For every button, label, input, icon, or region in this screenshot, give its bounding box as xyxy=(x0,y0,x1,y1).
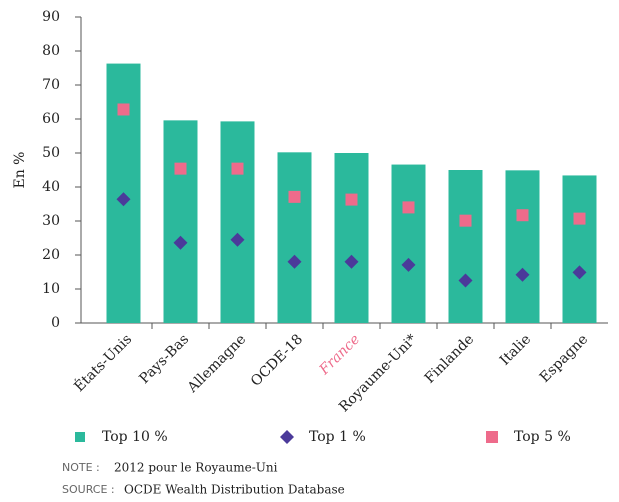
square-marker xyxy=(486,431,498,443)
x-tick-label: Allemagne xyxy=(184,331,249,396)
square-marker xyxy=(402,201,415,214)
diamond-marker xyxy=(401,257,416,272)
legend-label: Top 5 % xyxy=(514,429,571,445)
diamond-marker xyxy=(572,265,587,280)
x-tick-label: Espagne xyxy=(537,331,591,385)
y-tick-label: 10 xyxy=(42,281,60,297)
note: 2012 pour le Royaume-Uni xyxy=(114,461,278,475)
x-tick-label: France xyxy=(316,331,363,378)
x-tick-label: Finlande xyxy=(422,331,477,386)
square-marker xyxy=(174,162,187,175)
bar xyxy=(277,152,312,323)
square-marker xyxy=(459,214,472,227)
square-marker xyxy=(345,193,358,206)
bar xyxy=(220,121,255,323)
y-tick-label: 40 xyxy=(42,179,60,195)
bar xyxy=(448,170,483,323)
y-tick-label: 90 xyxy=(42,9,60,25)
legend-swatch xyxy=(75,432,85,442)
x-tick-label: Pays-Bas xyxy=(136,331,192,387)
y-tick-label: 0 xyxy=(51,315,60,331)
bar xyxy=(163,120,198,323)
diamond-marker xyxy=(173,235,188,250)
y-axis-label: En % xyxy=(12,152,28,189)
note-label: NOTE : xyxy=(62,461,100,474)
legend-label: Top 1 % xyxy=(309,429,366,445)
bar xyxy=(391,164,426,323)
square-marker xyxy=(573,212,586,225)
y-tick-label: 70 xyxy=(42,77,60,93)
diamond-marker xyxy=(230,232,245,247)
diamond-marker xyxy=(458,273,473,288)
diamond-marker xyxy=(515,267,530,282)
source: OCDE Wealth Distribution Database xyxy=(124,483,345,497)
diamond-marker xyxy=(287,254,302,269)
legend-label: Top 10 % xyxy=(102,429,168,445)
x-tick-label: OCDE-18 xyxy=(248,331,306,389)
square-marker xyxy=(231,162,244,175)
bar xyxy=(562,175,597,323)
square-marker xyxy=(516,209,529,222)
x-tick-label: États-Unis xyxy=(70,330,135,395)
y-tick-label: 30 xyxy=(42,213,60,229)
diamond-marker xyxy=(344,254,359,269)
diamond-marker xyxy=(116,192,131,207)
square-marker xyxy=(117,103,130,116)
y-tick-label: 80 xyxy=(42,43,60,59)
bar xyxy=(505,170,540,323)
diamond-marker xyxy=(280,430,294,444)
y-tick-label: 50 xyxy=(42,145,60,161)
bar xyxy=(334,153,369,323)
source-label: SOURCE : xyxy=(62,483,115,496)
y-tick-label: 60 xyxy=(42,111,60,127)
y-tick-label: 20 xyxy=(42,247,60,263)
square-marker xyxy=(288,190,301,203)
x-tick-label: Italie xyxy=(497,331,534,368)
